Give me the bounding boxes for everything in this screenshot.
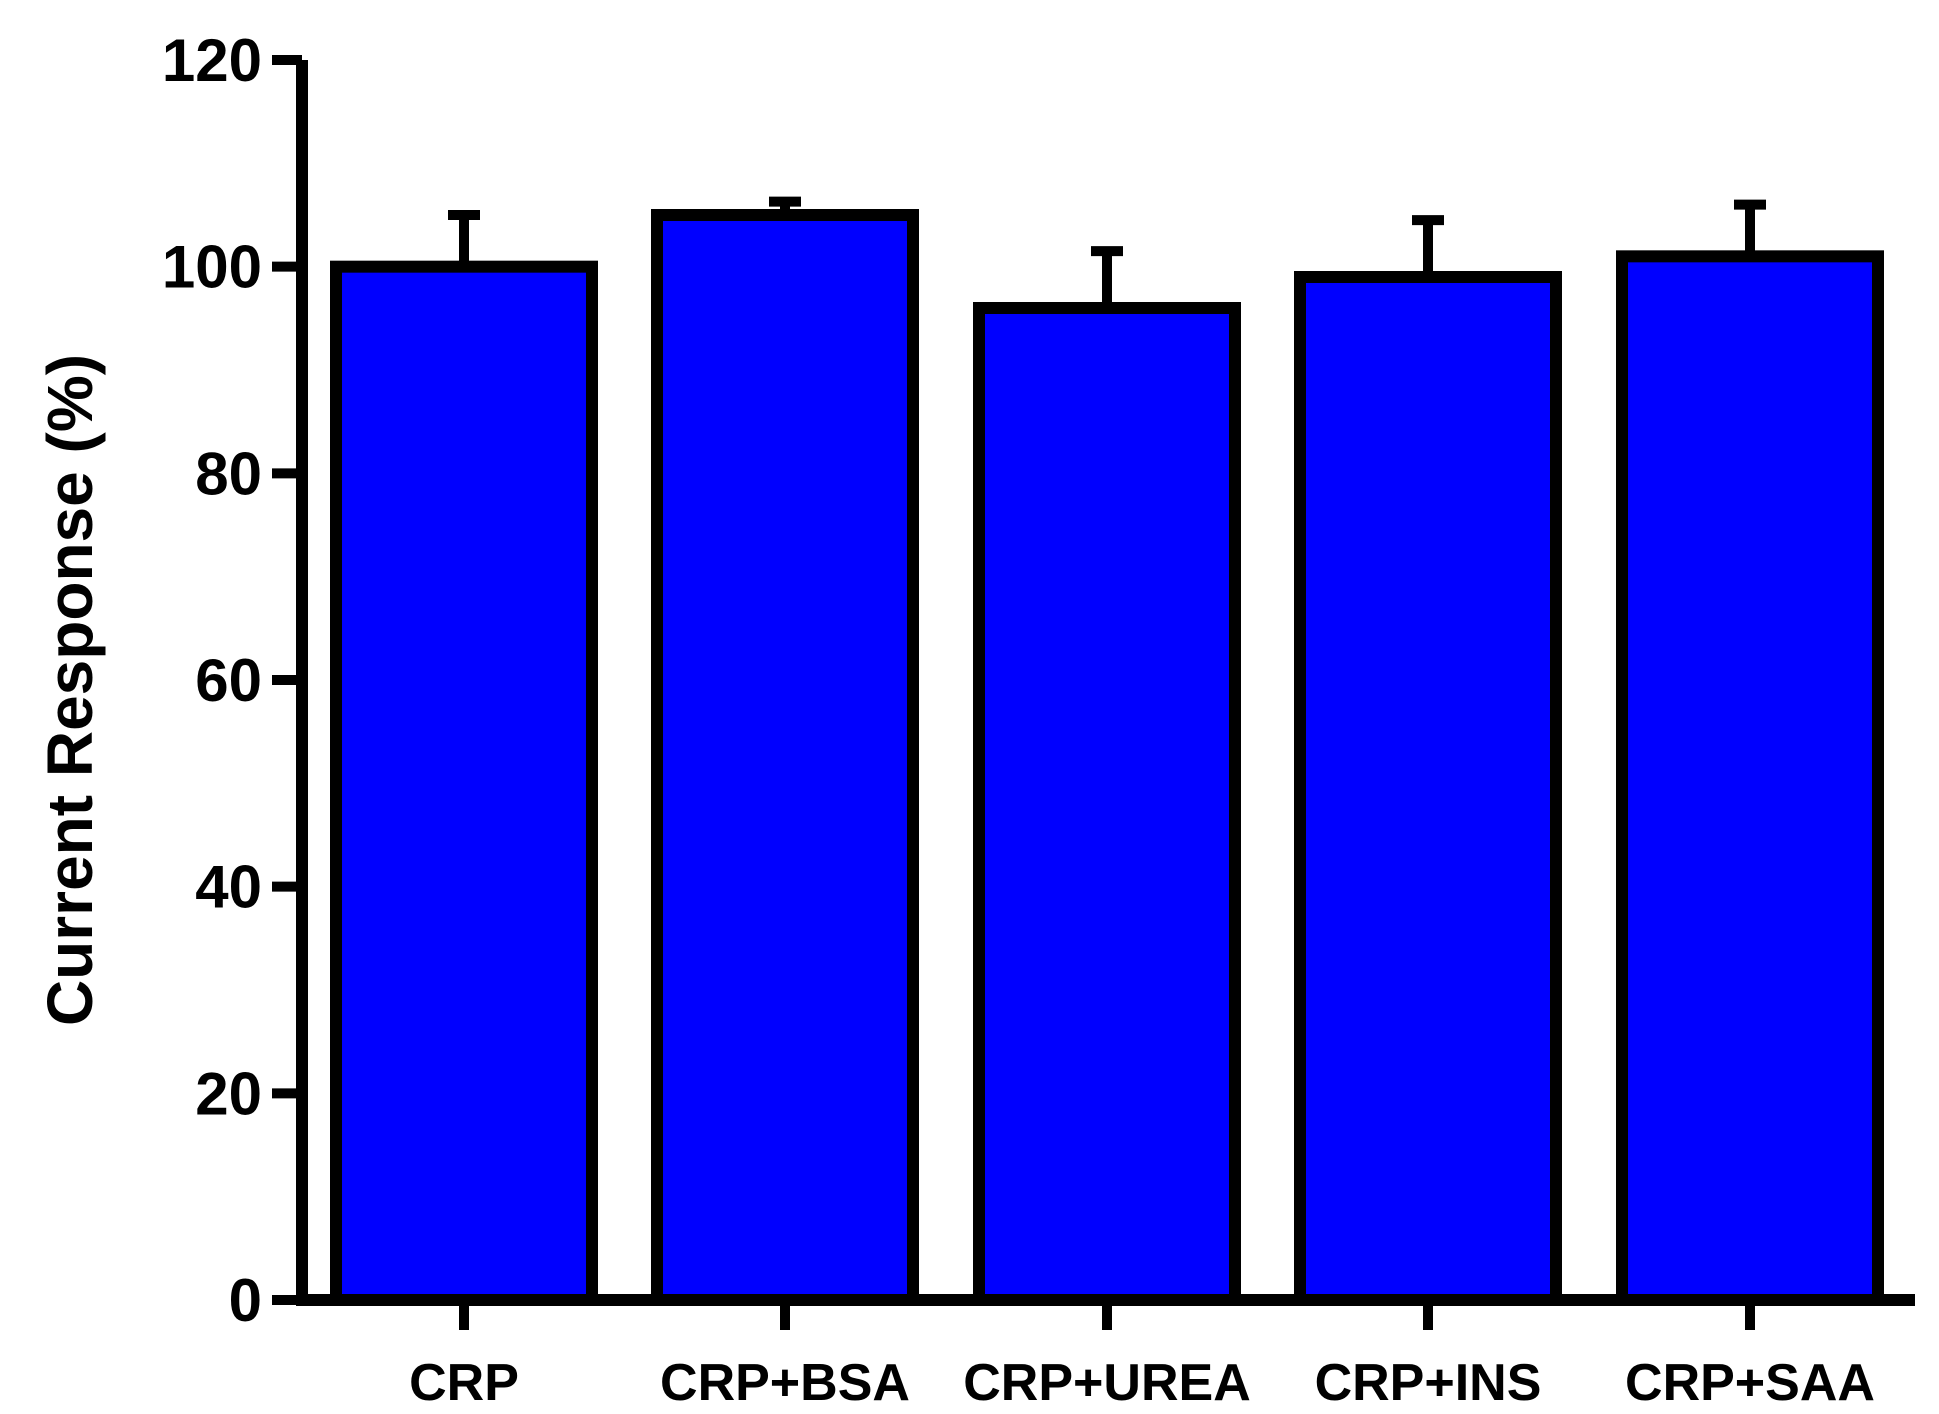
y-tick-label-60: 60 — [195, 647, 262, 714]
y-tick-label-0: 0 — [229, 1267, 262, 1334]
y-tick-label-80: 80 — [195, 440, 262, 507]
error-bars — [448, 196, 1766, 308]
x-tick-label-crp: CRP — [409, 1354, 519, 1412]
y-tick-label-120: 120 — [162, 27, 262, 94]
bar-crp-bsa — [651, 209, 919, 1306]
y-tick-label-40: 40 — [195, 854, 262, 921]
x-tick-label-crp-saa: CRP+SAA — [1625, 1354, 1875, 1412]
y-axis-title: Current Response (%) — [34, 354, 106, 1026]
y-tick-label-100: 100 — [162, 234, 262, 301]
y-axis: 0 20 40 60 80 100 120 — [162, 27, 308, 1334]
x-tick-label-crp-ins: CRP+INS — [1315, 1354, 1542, 1412]
bar-crp-saa — [1616, 250, 1884, 1306]
bar-crp — [330, 260, 598, 1307]
x-axis: CRP CRP+BSA CRP+UREA CRP+INS CRP+SAA — [296, 1294, 1915, 1412]
bar-crp-urea — [973, 302, 1241, 1306]
x-tick-label-crp-urea: CRP+UREA — [963, 1354, 1251, 1412]
y-tick-label-20: 20 — [195, 1060, 262, 1127]
bars — [330, 209, 1884, 1307]
bar-crp-ins — [1294, 271, 1562, 1306]
y-axis-title-group: Current Response (%) — [34, 354, 106, 1026]
x-tick-label-crp-bsa: CRP+BSA — [660, 1354, 910, 1412]
